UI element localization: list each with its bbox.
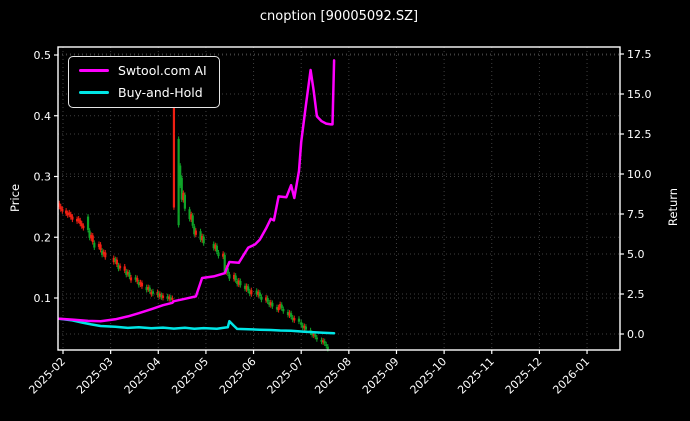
legend-label-buyhold: Buy-and-Hold xyxy=(118,85,203,100)
x-tick-label: 2025-06 xyxy=(217,355,259,397)
x-tick-label: 2025-09 xyxy=(360,355,402,397)
price-tick-label: 0.4 xyxy=(34,110,52,123)
x-tick-label: 2025-10 xyxy=(408,355,450,397)
right-axis-label: Return xyxy=(666,187,680,227)
return-tick-label: 5.0 xyxy=(627,248,645,261)
price-tick-label: 0.5 xyxy=(34,49,52,62)
x-tick-label: 2025-12 xyxy=(503,355,545,397)
axes-spines xyxy=(57,46,621,351)
buyhold-line-swatch xyxy=(79,90,109,95)
Swtool.com AI-line xyxy=(57,59,336,323)
x-tick-label: 2026-01 xyxy=(550,355,592,397)
ai-return-line xyxy=(57,59,336,323)
gridlines xyxy=(58,47,620,350)
legend-item-buyhold: Buy-and-Hold xyxy=(79,85,207,100)
price-tick-label: 0.1 xyxy=(34,292,52,305)
legend-label-ai: Swtool.com AI xyxy=(118,63,207,78)
return-tick-label: 7.5 xyxy=(627,208,645,221)
return-tick-label: 12.5 xyxy=(627,128,652,141)
Buy-and-Hold-line xyxy=(57,317,336,335)
candlestick-series xyxy=(58,79,329,352)
x-tick-label: 2025-02 xyxy=(26,355,68,397)
left-axis-label: Price xyxy=(8,183,22,213)
x-tick-label: 2025-11 xyxy=(455,355,497,397)
x-tick-label: 2025-07 xyxy=(265,355,307,397)
price-tick-label: 0.2 xyxy=(34,231,52,244)
legend: Swtool.com AI Buy-and-Hold xyxy=(68,56,220,108)
x-tick-label: 2025-03 xyxy=(74,355,116,397)
buyhold-return-line xyxy=(57,317,336,335)
plot-border xyxy=(57,46,621,351)
price-tick-label: 0.3 xyxy=(34,171,52,184)
return-tick-label: 10.0 xyxy=(627,168,652,181)
ai-line-swatch xyxy=(79,68,109,73)
return-tick-label: 2.5 xyxy=(627,288,645,301)
x-tick-label: 2025-04 xyxy=(122,355,164,397)
x-tick-label: 2025-05 xyxy=(169,355,211,397)
return-tick-label: 15.0 xyxy=(627,88,652,101)
return-tick-label: 0.0 xyxy=(627,328,645,341)
x-tick-label: 2025-08 xyxy=(312,355,354,397)
chart-title: cnoption [90005092.SZ] xyxy=(259,9,419,24)
return-tick-label: 17.5 xyxy=(627,48,652,61)
legend-item-ai: Swtool.com AI xyxy=(79,63,207,78)
